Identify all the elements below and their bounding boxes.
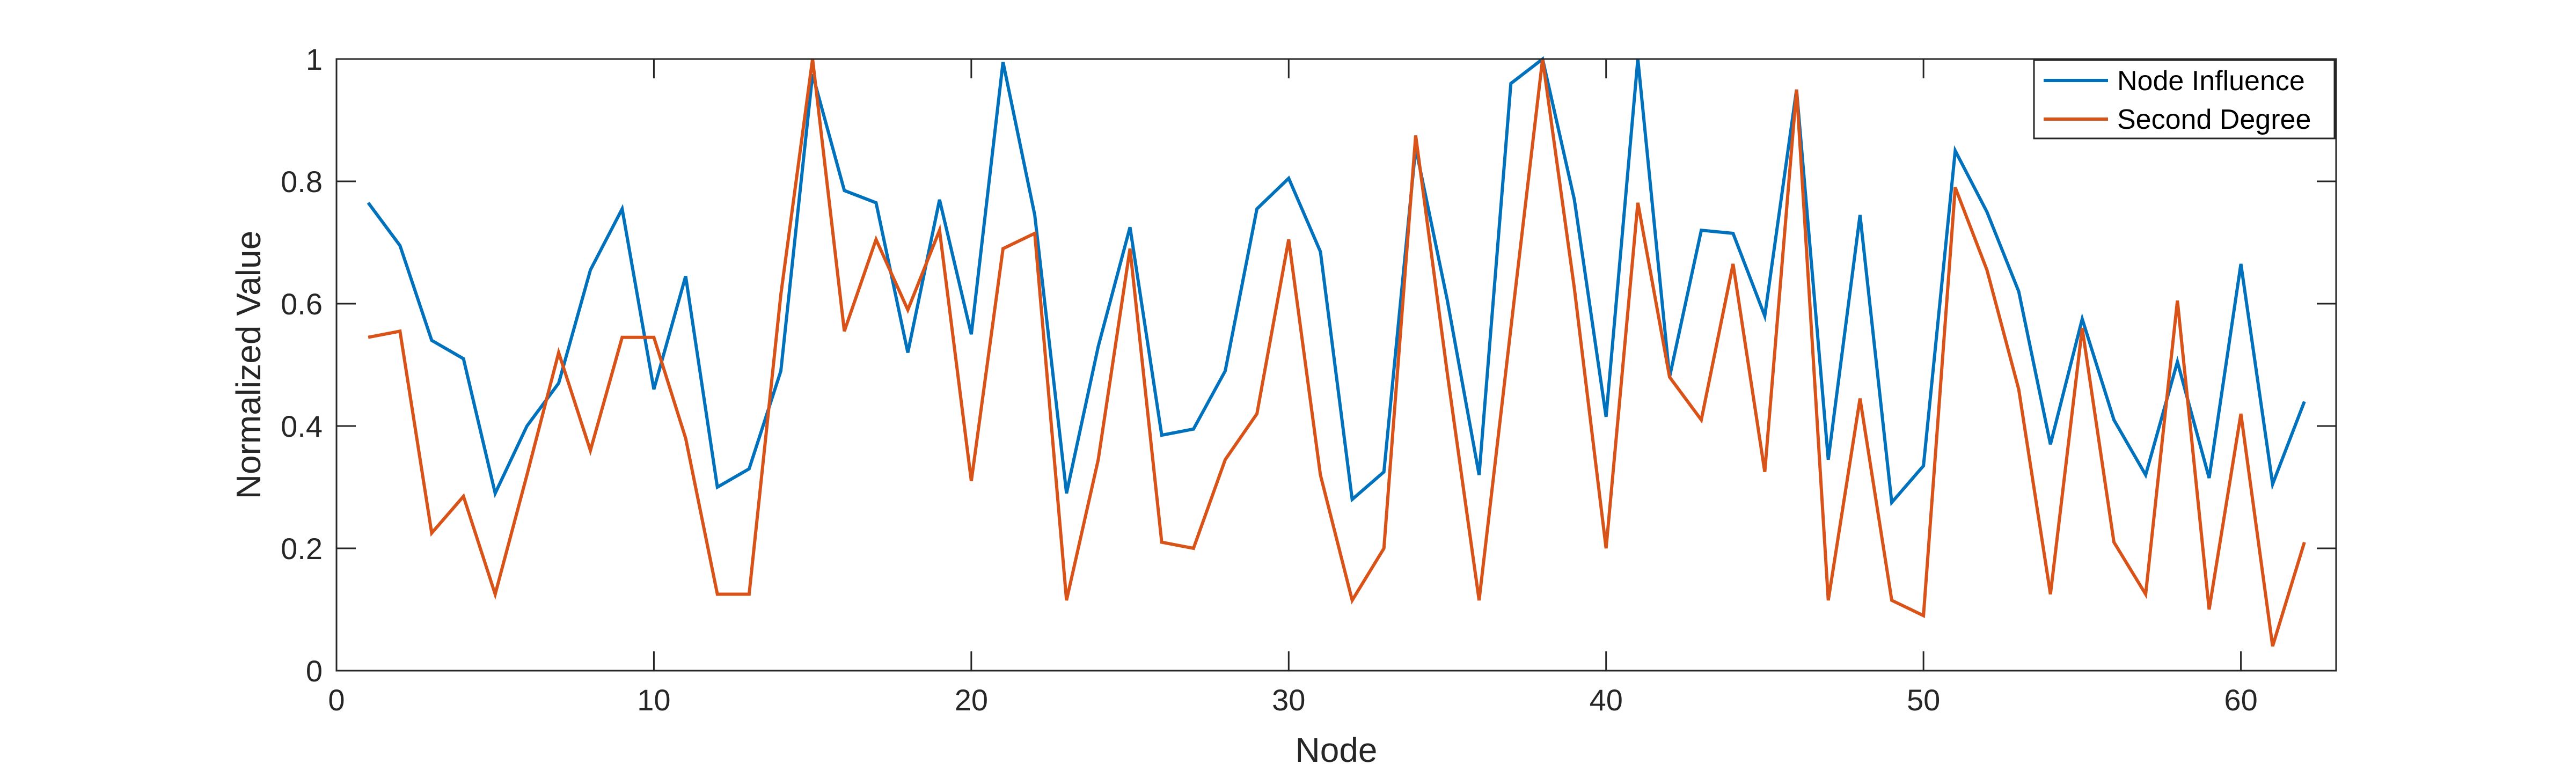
- x-tick-label: 0: [328, 683, 345, 717]
- legend-label-node-influence: Node Influence: [2117, 65, 2305, 97]
- series-line-second-degree: [368, 58, 2306, 647]
- y-tick-label: 1: [306, 42, 323, 76]
- series-group: [367, 56, 2306, 647]
- y-tick-label: 0: [306, 654, 323, 688]
- x-axis-label: Node: [1296, 731, 1378, 769]
- x-tick-label: 20: [955, 683, 988, 717]
- x-tick-label: 50: [1907, 683, 1940, 717]
- y-axis: 0 0.2 0.4 0.6 0.8 1: [281, 42, 2336, 688]
- legend: Node Influence Second Degree: [2033, 59, 2336, 139]
- x-tick-label: 40: [1590, 683, 1623, 717]
- series-line-node-influence: [367, 56, 2306, 506]
- y-tick-label: 0.8: [281, 165, 323, 199]
- x-axis: 0 10 20 30 40 50 60: [328, 59, 2258, 717]
- legend-label-second-degree: Second Degree: [2117, 104, 2311, 135]
- y-axis-label: Normalized Value: [229, 231, 268, 499]
- plot-area: 0 10 20 30 40 50 60 0 0.2 0.4 0.6 0.8 1: [281, 42, 2337, 717]
- x-tick-label: 30: [1272, 683, 1305, 717]
- y-tick-label: 0.2: [281, 532, 323, 566]
- x-tick-label: 10: [637, 683, 670, 717]
- y-tick-label: 0.6: [281, 287, 323, 321]
- y-tick-label: 0.4: [281, 409, 323, 443]
- x-tick-label: 60: [2224, 683, 2257, 717]
- legend-box: [2033, 59, 2336, 139]
